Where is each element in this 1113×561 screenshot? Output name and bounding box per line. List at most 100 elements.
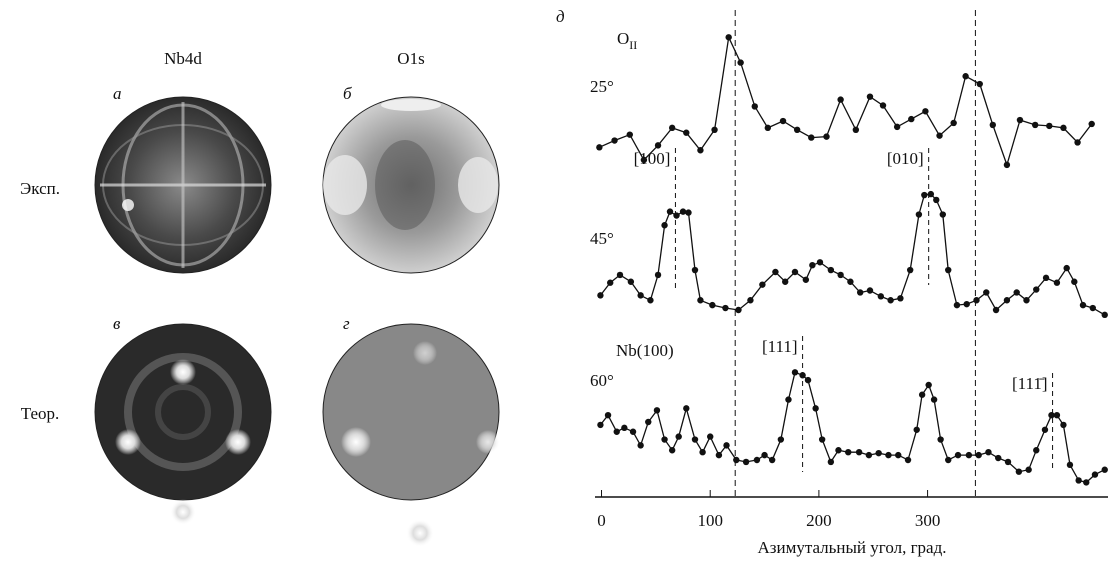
data-point [808,134,814,140]
data-point [931,396,937,402]
data-point [819,436,825,442]
data-point [1054,280,1060,286]
data-point [709,302,715,308]
data-point [597,422,603,428]
data-point [936,132,942,138]
data-point [1067,462,1073,468]
data-point [627,131,633,137]
data-point [655,272,661,278]
data-point [907,267,913,273]
data-point [1043,275,1049,281]
data-point [722,305,728,311]
data-point [809,262,815,268]
data-point [772,269,778,275]
data-point [692,267,698,273]
data-point [1004,162,1010,168]
data-point [1102,312,1108,318]
data-point [637,292,643,298]
data-point [661,222,667,228]
data-point [754,457,760,463]
data-point [914,427,920,433]
data-point [922,108,928,114]
data-point [1074,139,1080,145]
figure: Nb4d O1s Эксп. Теор. а б в г д Азимуталь… [0,0,1113,561]
data-point [845,449,851,455]
data-point [1025,467,1031,473]
data-point [937,436,943,442]
data-point [835,447,841,453]
data-point [857,289,863,295]
panel-label: г [343,314,350,333]
series-line [599,37,1091,165]
data-point [607,280,613,286]
data-point [683,405,689,411]
data-point [675,433,681,439]
data-point [837,272,843,278]
data-point [611,137,617,143]
data-point [1033,447,1039,453]
data-point [1014,289,1020,295]
data-point [596,144,602,150]
peak-label: [010] [887,149,924,168]
data-point [964,301,970,307]
row-label: Теор. [21,404,60,423]
data-point [1004,297,1010,303]
x-tick-label: 200 [806,511,832,530]
data-point [761,452,767,458]
x-tick-label: 0 [597,511,606,530]
data-point [1060,422,1066,428]
data-point [950,120,956,126]
data-point [752,103,758,109]
data-point [614,429,620,435]
data-point [875,450,881,456]
annotation-text: Nb(100) [616,341,674,360]
data-point [655,142,661,148]
data-point [725,34,731,40]
x-tick-label: 100 [697,511,723,530]
data-point [847,279,853,285]
data-point [654,407,660,413]
data-point [765,125,771,131]
data-point [977,81,983,87]
data-point [990,122,996,128]
data-point [803,277,809,283]
data-point [1083,479,1089,485]
data-point [645,419,651,425]
data-point [1017,117,1023,123]
data-point [945,457,951,463]
data-point [780,118,786,124]
data-point [647,297,653,303]
data-point [1060,125,1066,131]
row-label: Эксп. [20,179,60,198]
data-point [669,125,675,131]
panel-label: д [556,7,565,26]
data-point [962,73,968,79]
data-point [1032,122,1038,128]
data-point [1080,302,1086,308]
series-label: 60° [590,371,614,390]
data-point [995,455,1001,461]
data-point [605,412,611,418]
data-point [866,452,872,458]
data-point [1071,279,1077,285]
data-point [1042,427,1048,433]
data-point [1090,305,1096,311]
pattern-o-exp [323,97,499,273]
data-point [716,452,722,458]
column-title: Nb4d [164,49,202,68]
peak-label: [100] [634,149,671,168]
panel-label: а [113,84,122,103]
data-point [759,281,765,287]
data-point [867,287,873,293]
data-point [837,96,843,102]
peak-label: [111̄] [1012,374,1048,393]
column-title: O1s [397,49,424,68]
annotation: OII [617,29,637,52]
data-point [723,442,729,448]
data-point [733,457,739,463]
data-point [973,297,979,303]
data-point [828,459,834,465]
data-point [1046,123,1052,129]
data-point [792,269,798,275]
data-point [792,369,798,375]
